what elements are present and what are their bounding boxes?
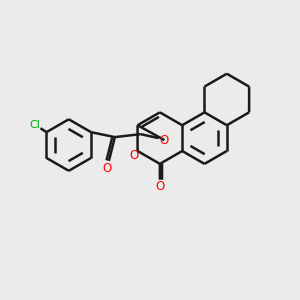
Text: O: O [129,149,138,162]
Text: O: O [102,162,112,175]
Text: O: O [155,180,164,193]
Text: O: O [160,134,169,147]
Text: Cl: Cl [29,120,40,130]
